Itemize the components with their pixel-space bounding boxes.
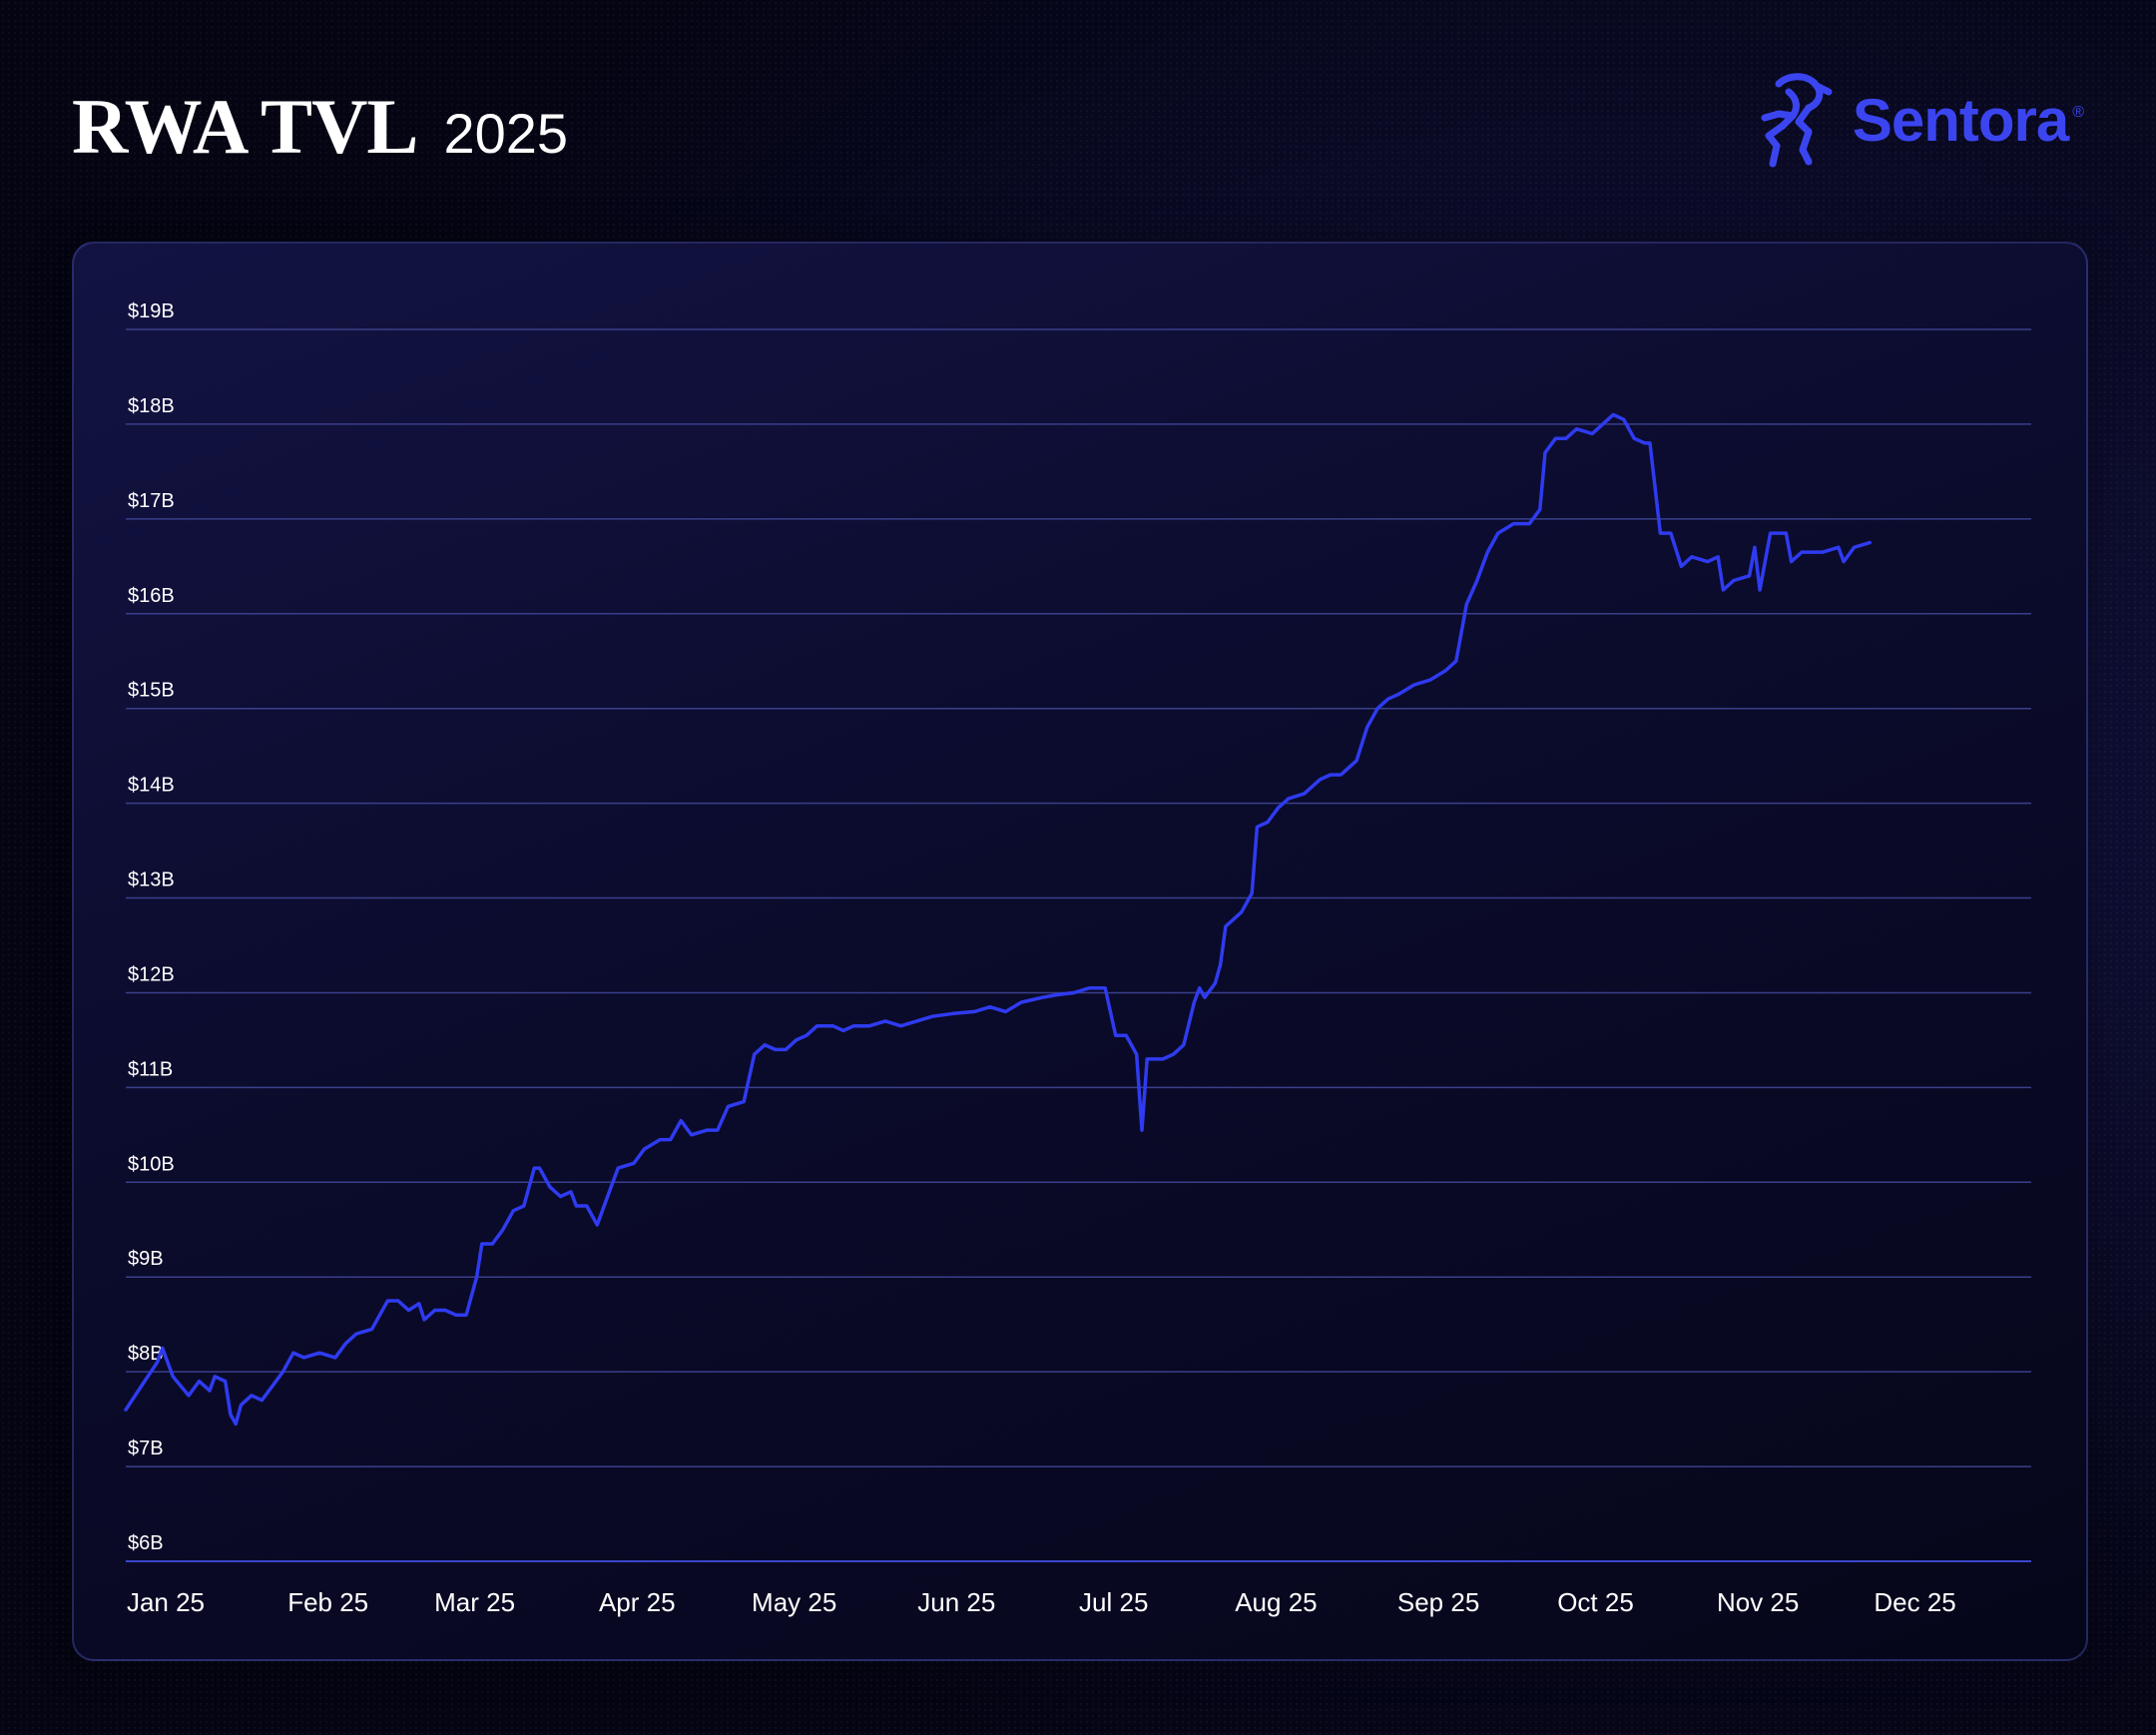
series-layer — [124, 412, 1873, 1427]
x-tick-label: Nov 25 — [1717, 1587, 1799, 1617]
y-tick-label: $10B — [128, 1153, 175, 1175]
x-axis-labels: Jan 25 Feb 25 Mar 25 Apr 25 May 25 Jun 25 Jul … — [127, 1587, 1956, 1617]
y-tick-label: $15B — [128, 680, 175, 702]
y-tick-label: $6B — [128, 1532, 164, 1554]
y-tick-label: $7B — [128, 1438, 164, 1459]
x-tick-label: Aug 25 — [1235, 1587, 1317, 1617]
x-tick-label: Feb 25 — [287, 1587, 368, 1617]
x-tick-label: Mar 25 — [434, 1587, 515, 1617]
x-tick-label: Sep 25 — [1397, 1587, 1479, 1617]
x-tick-label: Oct 25 — [1557, 1587, 1634, 1617]
sentora-horse-icon — [1761, 73, 1833, 168]
registered-mark: ® — [2072, 104, 2084, 121]
y-tick-label: $13B — [128, 869, 175, 891]
logo-wordmark: Sentora — [1852, 86, 2069, 154]
chart-panel — [72, 242, 2088, 1661]
y-tick-label: $18B — [128, 395, 175, 417]
title-main: RWA TVL — [72, 83, 418, 170]
grid-layer — [126, 328, 2031, 1562]
page-title: RWA TVL 2025 — [72, 82, 568, 172]
x-tick-label: Apr 25 — [599, 1587, 676, 1617]
y-tick-label: $14B — [128, 775, 175, 797]
x-tick-label: Jul 25 — [1079, 1587, 1148, 1617]
y-tick-label: $9B — [128, 1248, 164, 1270]
y-tick-label: $16B — [128, 585, 175, 607]
y-tick-label: $12B — [128, 963, 175, 985]
x-tick-label: Dec 25 — [1874, 1587, 1955, 1617]
x-tick-label: Jan 25 — [127, 1587, 205, 1617]
title-year: 2025 — [443, 102, 569, 165]
x-tick-label: Jun 25 — [917, 1587, 995, 1617]
y-tick-label: $11B — [128, 1058, 173, 1080]
line-chart: $19B $18B $17B $16B $15B $14B $13B $12B $11B $10B… — [124, 300, 2031, 1617]
x-tick-label: May 25 — [752, 1587, 836, 1617]
brand-logo: Sentora ® — [1749, 70, 2084, 170]
y-axis-labels: $19B $18B $17B $16B $15B $14B $13B $12B $11B $10B… — [128, 300, 175, 1554]
y-tick-label: $8B — [128, 1343, 164, 1365]
y-tick-label: $19B — [128, 300, 175, 322]
y-tick-label: $17B — [128, 490, 175, 512]
series-line-0 — [124, 412, 1873, 1427]
